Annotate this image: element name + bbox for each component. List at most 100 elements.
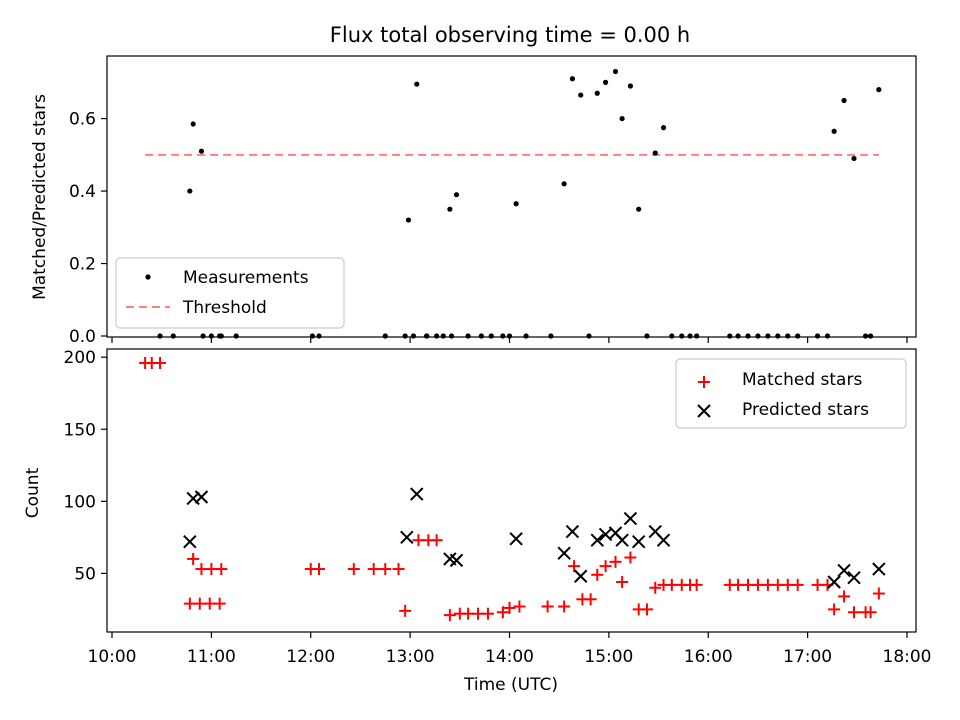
matched-star-point <box>215 563 228 576</box>
matched-star-point <box>599 560 612 573</box>
measurement-point <box>644 333 650 339</box>
measurement-point <box>506 333 513 339</box>
matched-star-point <box>213 597 226 610</box>
measurement-point <box>190 121 196 127</box>
measurement-point <box>200 333 206 339</box>
legend-predicted-marker <box>697 404 711 418</box>
measurement-point <box>660 125 667 131</box>
measurement-point <box>569 76 576 82</box>
matched-star-point <box>399 604 412 617</box>
matched-star-point <box>791 578 804 591</box>
predicted-star-point <box>183 534 197 549</box>
matched-star-point <box>513 600 526 613</box>
measurement-point <box>513 201 519 207</box>
measurement-point <box>208 333 214 339</box>
measurement-point <box>687 333 693 339</box>
matched-star-point <box>367 563 380 576</box>
measurement-point <box>157 333 163 339</box>
matched-star-point <box>154 356 167 369</box>
measurement-point <box>619 115 625 122</box>
matched-star-point <box>443 609 456 622</box>
measurement-point <box>594 90 600 96</box>
predicted-star-point <box>400 530 414 545</box>
measurement-point <box>440 333 446 339</box>
measurement-point <box>814 333 821 339</box>
matched-star-point <box>503 601 516 614</box>
measurement-point <box>170 333 176 339</box>
measurement-point <box>755 333 761 339</box>
measurement-point <box>612 68 619 75</box>
x-tick-label: 13:00 <box>386 647 435 667</box>
matched-star-point <box>313 563 326 576</box>
matched-star-point <box>568 560 581 573</box>
matched-star-point <box>838 590 851 603</box>
measurement-point <box>198 148 205 154</box>
measurement-point <box>233 333 239 339</box>
top-y-tick-label: 0.4 <box>69 182 96 202</box>
predicted-star-point <box>194 490 209 504</box>
matched-star-point <box>640 603 653 616</box>
measurement-point <box>727 333 733 339</box>
measurement-point <box>862 333 869 339</box>
predicted-star-point <box>847 570 861 585</box>
matched-star-point <box>872 587 885 600</box>
matched-star-point <box>649 581 662 594</box>
top-axes-frame <box>106 55 917 338</box>
measurement-point <box>831 128 837 134</box>
matched-star-point <box>541 600 554 613</box>
measurement-point <box>669 333 675 339</box>
top-legend: Measurements Threshold <box>115 257 345 329</box>
x-tick-label: 14:00 <box>485 647 534 667</box>
predicted-star-point <box>631 534 646 549</box>
measurement-point <box>602 79 609 85</box>
legend-threshold-label: Threshold <box>182 298 267 318</box>
measurement-point <box>561 181 567 187</box>
measurement-point <box>785 333 791 339</box>
matched-star-point <box>379 563 392 576</box>
measurement-point <box>478 333 484 339</box>
bottom-y-axis-label: Count <box>23 467 43 518</box>
top-chart-title: Flux total observing time = 0.00 h <box>330 23 690 47</box>
bottom-legend-box <box>675 358 907 429</box>
measurement-point <box>851 155 857 162</box>
measurement-point <box>652 150 658 156</box>
matched-star-point <box>624 551 637 564</box>
measurement-point <box>679 333 685 339</box>
matched-star-point <box>609 555 622 568</box>
predicted-star-point <box>449 553 464 568</box>
measurement-point <box>309 333 316 339</box>
matched-star-point <box>187 552 200 565</box>
predicted-star-point <box>565 524 580 539</box>
measurement-point <box>316 333 322 339</box>
x-axis-label: Time (UTC) <box>463 675 558 695</box>
measurement-point <box>824 333 831 339</box>
matched-star-point <box>690 578 703 591</box>
top-panel: Flux total observing time = 0.00 h Match… <box>30 23 917 347</box>
measurement-point <box>841 97 847 104</box>
measurement-point <box>448 333 455 339</box>
x-tick-label: 12:00 <box>286 647 335 667</box>
matched-star-point <box>591 568 604 581</box>
matched-star-point <box>616 576 629 589</box>
bottom-legend: Matched stars Predicted stars <box>675 358 907 429</box>
matched-stars-series <box>139 356 885 622</box>
measurement-point <box>382 333 388 339</box>
measurement-point <box>187 188 193 194</box>
measurement-point <box>402 333 408 339</box>
predicted-star-point <box>623 511 638 526</box>
measurement-point <box>453 192 460 198</box>
top-y-ticks: 0.0 0.2 0.4 0.6 <box>69 110 107 347</box>
matched-star-point <box>430 534 443 547</box>
top-y-tick-label: 0.6 <box>69 110 96 130</box>
legend-measurements-marker <box>145 274 151 280</box>
bottom-y-tick-label: 150 <box>64 420 96 440</box>
bottom-y-ticks: 50 100 150 200 <box>64 348 107 584</box>
legend-matched-marker <box>698 376 710 388</box>
matched-star-point <box>584 593 597 606</box>
x-tick-label: 11:00 <box>187 647 236 667</box>
measurement-point <box>414 81 420 87</box>
measurement-point <box>627 83 634 89</box>
x-tick-label: 10:00 <box>88 647 137 667</box>
measurement-point <box>578 92 584 98</box>
